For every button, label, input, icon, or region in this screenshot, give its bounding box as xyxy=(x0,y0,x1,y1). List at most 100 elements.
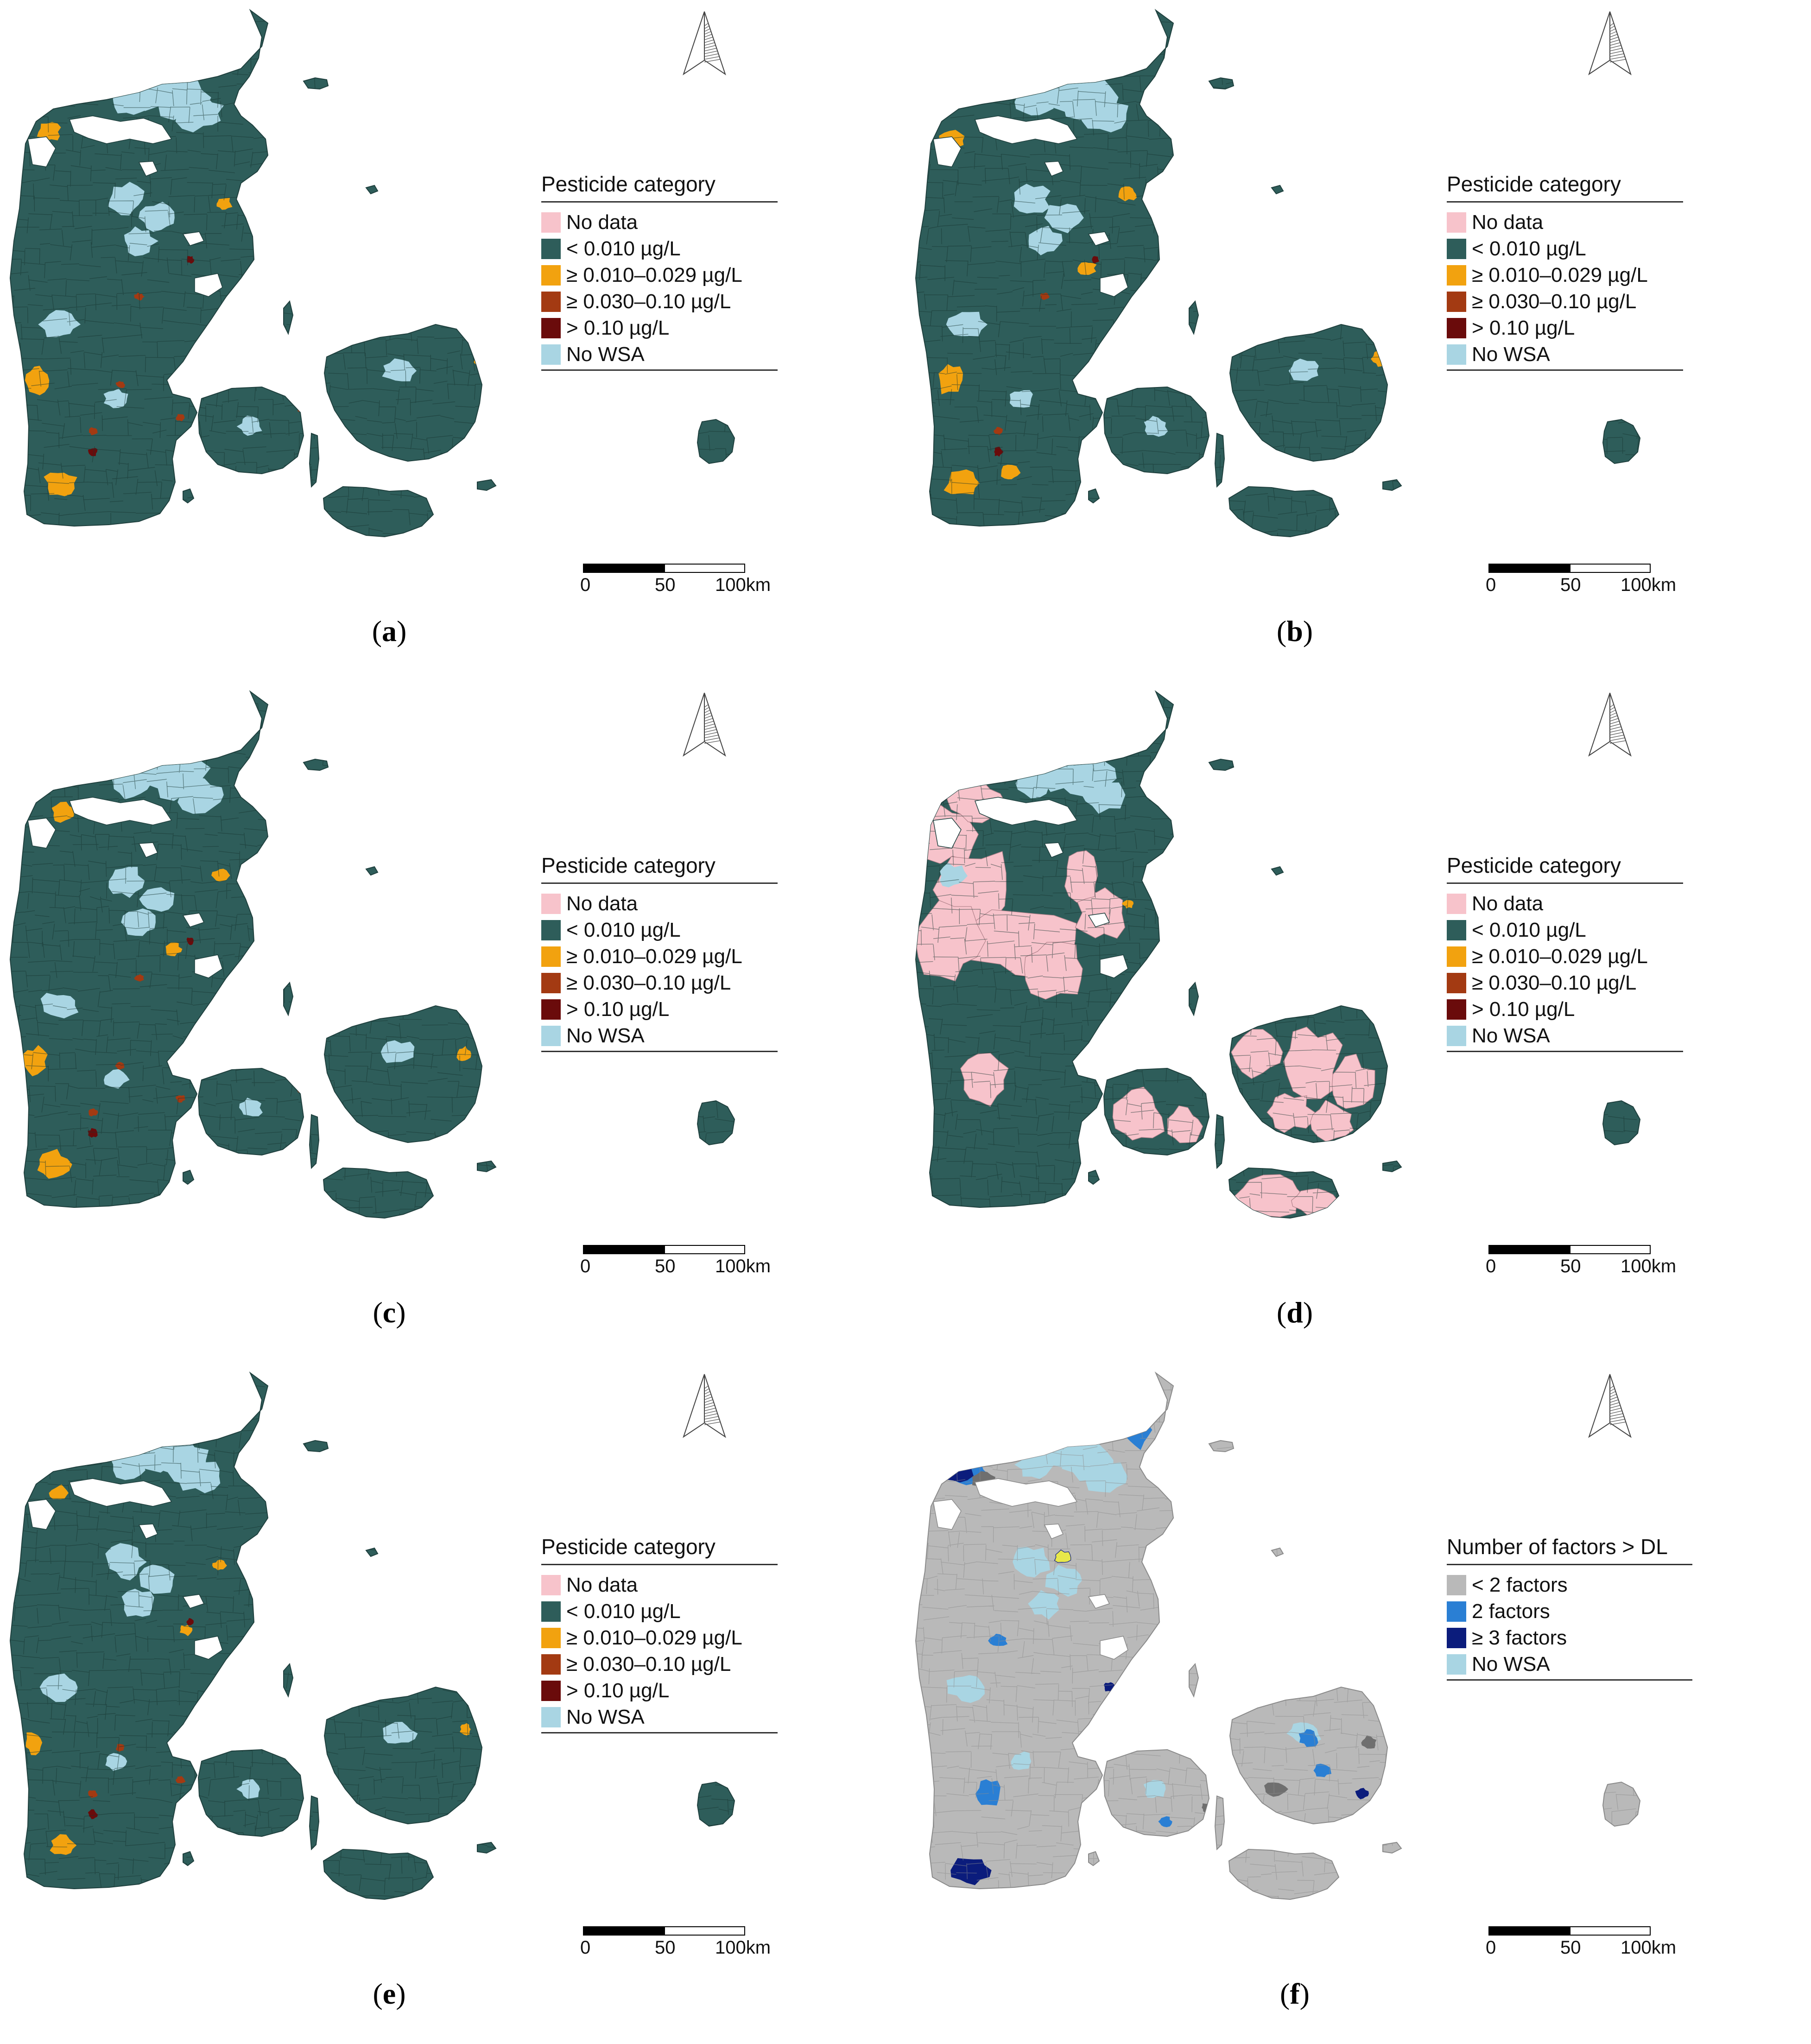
legend-item-lt-0010: < 0.010 µg/L xyxy=(541,235,778,262)
region-patch xyxy=(115,381,125,388)
region-patch xyxy=(176,776,224,814)
zealand-island xyxy=(1229,324,1388,462)
panel-label-e: (e) xyxy=(373,1977,406,2010)
scale-bar-a: 0 50 100km xyxy=(580,564,771,601)
region-patch xyxy=(1013,1547,1050,1578)
panel-label-d: (d) xyxy=(1276,1296,1313,1329)
moen-island xyxy=(477,1841,497,1854)
water-body xyxy=(1100,954,1128,978)
water-body xyxy=(194,273,223,297)
langeland-island xyxy=(1214,1795,1225,1851)
region-patch xyxy=(994,446,1004,457)
region-patch xyxy=(952,736,982,775)
bornholm-island xyxy=(1602,1781,1641,1827)
samso-island xyxy=(283,981,294,1016)
water-body xyxy=(1044,1523,1064,1539)
legend-item-no-wsa: No WSA xyxy=(541,341,778,368)
scale-bar-e: 0 50 100km xyxy=(580,1926,771,1963)
scale-bar-b: 0 50 100km xyxy=(1486,564,1676,601)
region-patch xyxy=(236,415,262,436)
region-patch xyxy=(1064,850,1098,903)
mainland-jutland xyxy=(9,9,735,538)
samso-island xyxy=(283,1663,294,1698)
legend-item-lt-2-factors: < 2 factors xyxy=(1447,1572,1692,1598)
legend-title: Pesticide category xyxy=(1447,171,1683,203)
region-patch xyxy=(25,1732,43,1755)
region-patch xyxy=(186,937,194,946)
bornholm-island xyxy=(697,1781,735,1827)
legend-item-0030-010: ≥ 0.030–0.10 µg/L xyxy=(541,288,778,315)
region-patch xyxy=(1283,1027,1343,1099)
water-body xyxy=(27,818,56,849)
region-patch xyxy=(65,1435,73,1443)
map-panel-f: Number of factors > DL < 2 factors 2 fac… xyxy=(906,1363,1811,2044)
denmark-map-d xyxy=(915,690,1641,1219)
region-patch xyxy=(39,1673,78,1702)
legend-item-gt-010: > 0.10 µg/L xyxy=(1447,996,1683,1022)
map-panel-e: Pesticide category No data < 0.010 µg/L … xyxy=(0,1363,906,2044)
legend-item-0030-010: ≥ 0.030–0.10 µg/L xyxy=(541,1651,778,1677)
region-patch xyxy=(1112,1086,1165,1141)
moen-island xyxy=(477,1160,497,1173)
mainland-jutland xyxy=(915,1371,1641,1900)
region-patch xyxy=(1092,256,1100,264)
samso-island xyxy=(283,300,294,335)
lolland-falster-island xyxy=(323,1167,434,1219)
water-body xyxy=(933,818,962,849)
region-patch xyxy=(1167,1105,1203,1143)
als-island xyxy=(183,1851,195,1866)
region-patch xyxy=(37,122,61,140)
region-patch xyxy=(296,403,306,413)
region-patch xyxy=(212,1559,227,1571)
region-patch xyxy=(175,95,224,133)
region-patch xyxy=(121,1588,154,1617)
region-patch xyxy=(88,1128,98,1138)
panel-label-a: (a) xyxy=(372,615,407,647)
region-patch xyxy=(62,21,97,51)
region-patch xyxy=(176,414,185,421)
anholt-island xyxy=(1271,184,1284,195)
water-body xyxy=(182,231,205,246)
water-body xyxy=(1044,161,1064,177)
water-body xyxy=(1088,1594,1110,1609)
region-patch xyxy=(1339,1895,1352,1899)
langeland-island xyxy=(309,1795,320,1851)
region-patch xyxy=(1144,416,1168,437)
region-patch xyxy=(175,1776,186,1784)
legend-item-no-data: No data xyxy=(541,890,778,917)
legend-b: Pesticide category No data < 0.010 µg/L … xyxy=(1447,171,1683,371)
region-patch xyxy=(1361,1735,1377,1749)
legend-item-0010-0029: ≥ 0.010–0.029 µg/L xyxy=(1447,262,1683,288)
region-patch xyxy=(1158,1816,1172,1828)
region-patch xyxy=(1082,1460,1128,1493)
legend-item-lt-0010: < 0.010 µg/L xyxy=(1447,917,1683,943)
water-body xyxy=(974,1478,1078,1507)
lolland-falster-island xyxy=(1228,486,1340,538)
legend-item-no-data: No data xyxy=(1447,209,1683,235)
region-patch xyxy=(105,1753,127,1771)
legend-title: Pesticide category xyxy=(541,171,778,203)
moen-island xyxy=(1382,1841,1402,1854)
mainland-jutland xyxy=(9,690,735,1219)
legend-item-no-wsa: No WSA xyxy=(1447,1022,1683,1049)
bornholm-island xyxy=(1602,419,1641,464)
legend-title: Number of factors > DL xyxy=(1447,1534,1692,1565)
region-patch xyxy=(1264,1782,1288,1797)
legend-item-gt-010: > 0.10 µg/L xyxy=(541,1677,778,1704)
langeland-island xyxy=(1214,432,1225,488)
region-patch xyxy=(104,1069,130,1089)
water-body xyxy=(933,136,962,167)
anholt-island xyxy=(365,866,379,876)
legend-f: Number of factors > DL < 2 factors 2 fac… xyxy=(1447,1534,1692,1681)
legend-a: Pesticide category No data < 0.010 µg/L … xyxy=(541,171,778,371)
legend-item-no-wsa: No WSA xyxy=(1447,341,1683,368)
region-patch xyxy=(380,1040,415,1063)
region-patch xyxy=(962,14,997,48)
region-patch xyxy=(44,472,77,496)
mainland-jutland xyxy=(915,9,1641,538)
region-patch xyxy=(473,352,488,366)
region-patch xyxy=(88,1790,98,1798)
legend-item-0030-010: ≥ 0.030–0.10 µg/L xyxy=(1447,970,1683,996)
legend-item-0030-010: ≥ 0.030–0.10 µg/L xyxy=(541,970,778,996)
region-patch xyxy=(938,364,963,394)
